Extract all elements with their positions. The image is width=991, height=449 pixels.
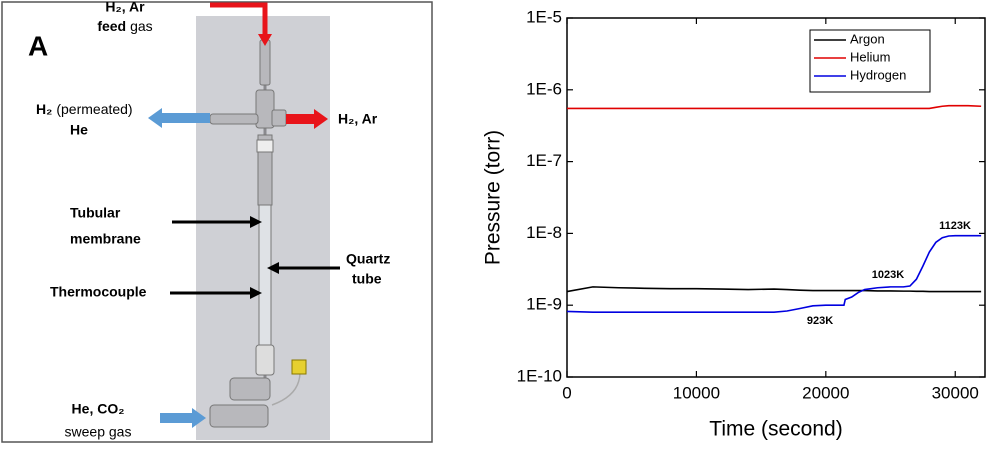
feed-arrow [210, 2, 268, 40]
annotation: 1023K [872, 269, 904, 281]
permeate-arrow [160, 113, 210, 123]
chart: 1E-10 1E-9 1E-8 1E-7 1E-6 1E-5 0 10000 20000 3000… [482, 7, 986, 441]
y-tick-label: 1E-5 [526, 7, 562, 26]
permeated-note: (permeated) [56, 101, 132, 117]
sweep-arrow-head [192, 408, 206, 428]
legend-label: Hydrogen [850, 67, 906, 82]
feed-bold: feed [97, 18, 126, 34]
feed-arrow-head [258, 34, 272, 46]
sweep-arrow [160, 413, 194, 423]
apparatus [209, 39, 307, 428]
y-tick-label: 1E-8 [526, 223, 562, 242]
feed-label: H₂, Ar [105, 0, 145, 15]
y-tick-label: 1E-6 [526, 79, 562, 98]
membrane-label-line2: membrane [70, 231, 141, 247]
y-tick-label: 1E-7 [526, 151, 562, 170]
y-tick-label: 1E-9 [526, 295, 562, 314]
y-axis-label: Pressure (torr) [482, 130, 505, 265]
x-tick-label: 30000 [932, 383, 979, 402]
sweep-label: He, CO₂ [72, 401, 125, 417]
feed-label-line2: feed gas [97, 18, 152, 34]
thermocouple-label: Thermocouple [50, 284, 147, 300]
permeate-arrow-head [148, 108, 162, 128]
permeated-line2: He [70, 122, 88, 138]
retentate-label: H₂, Ar [338, 111, 378, 127]
line-series [567, 104, 982, 110]
arrows [148, 2, 340, 428]
thermocouple-arrow-head [250, 287, 262, 299]
quartz-arrow-head [267, 262, 279, 274]
retentate-arrow [286, 114, 316, 124]
line-series [566, 234, 982, 313]
line-series [566, 286, 982, 293]
quartz-label: Quartz [346, 251, 390, 267]
x-axis-label: Time (second) [709, 418, 842, 441]
feed-gas: gas [130, 18, 153, 34]
legend-label: Argon [850, 31, 885, 46]
x-tick-label: 0 [562, 383, 571, 402]
permeated-gas: H₂ [36, 101, 52, 117]
sweep-note: sweep gas [65, 424, 132, 440]
legend-label: Helium [850, 49, 890, 64]
quartz-label-line2: tube [352, 271, 382, 287]
y-tick-label: 1E-10 [517, 366, 562, 385]
annotation: 923K [807, 315, 833, 327]
permeated-label: H₂ (permeated) [36, 101, 133, 117]
x-tick-label: 20000 [802, 383, 849, 402]
plot-frame [566, 17, 986, 378]
diagram-panel: A H₂, Ar feed gas H₂ (permeated) He H₂, Ar… [1, 0, 433, 443]
annotation: 1123K [939, 220, 971, 232]
membrane-label: Tubular [70, 205, 121, 221]
membrane-arrow-head [250, 216, 262, 228]
retentate-arrow-head [314, 109, 328, 129]
panel-label: A [28, 30, 48, 61]
x-tick-label: 10000 [673, 383, 720, 402]
